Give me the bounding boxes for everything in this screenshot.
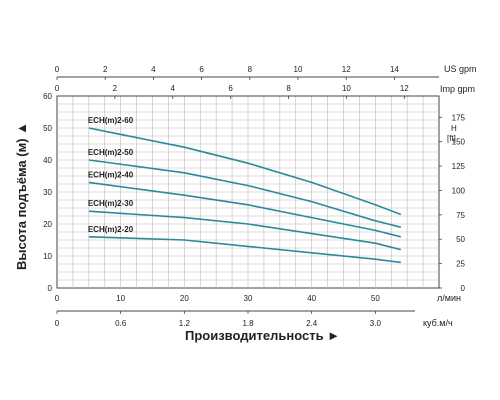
us-gpm-unit: US gpm bbox=[444, 64, 477, 74]
lmin-tick-label: 0 bbox=[55, 294, 60, 303]
series-label-5: ECH(m)2-20 bbox=[88, 225, 134, 234]
series-line-2 bbox=[88, 159, 401, 228]
imp-gpm-tick-label: 12 bbox=[400, 84, 409, 93]
x-axis-title: Производительность ► bbox=[185, 328, 340, 343]
m3h-tick-label: 2.4 bbox=[306, 319, 318, 328]
series-line-5 bbox=[88, 236, 401, 264]
y-tick-label: 40 bbox=[43, 156, 52, 165]
imp-gpm-unit: Imp gpm bbox=[440, 84, 475, 94]
h-ft-unit: [ft] bbox=[447, 134, 456, 143]
m3h-tick-label: 3.0 bbox=[370, 319, 382, 328]
us-gpm-tick-label: 4 bbox=[151, 65, 156, 74]
h-ft-tick-label: 75 bbox=[456, 211, 465, 220]
lmin-tick-label: 20 bbox=[180, 294, 189, 303]
y-tick-label: 20 bbox=[43, 220, 52, 229]
m3h-tick-label: 1.8 bbox=[242, 319, 254, 328]
h-ft-tick-label: 25 bbox=[456, 260, 465, 269]
imp-gpm-tick-label: 4 bbox=[171, 84, 176, 93]
series-line-4 bbox=[88, 210, 401, 251]
us-gpm-tick-label: 8 bbox=[248, 65, 253, 74]
y-tick-label: 30 bbox=[43, 188, 52, 197]
y-tick-label: 60 bbox=[43, 92, 52, 101]
y-tick-label: 0 bbox=[48, 284, 53, 293]
h-ft-tick-label: 150 bbox=[452, 138, 466, 147]
us-gpm-tick-label: 10 bbox=[294, 65, 303, 74]
h-ft-tick-label: 175 bbox=[452, 113, 466, 122]
y-axis-title: Высота подъёма (м) ▲ bbox=[14, 122, 29, 270]
imp-gpm-tick-label: 0 bbox=[55, 84, 60, 93]
grid bbox=[57, 96, 439, 288]
series-line-3 bbox=[88, 181, 401, 238]
h-ft-tick-label: 0 bbox=[461, 284, 466, 293]
us-gpm-tick-label: 14 bbox=[390, 65, 399, 74]
series-label-1: ECH(m)2-60 bbox=[88, 116, 134, 125]
lmin-tick-label: 40 bbox=[307, 294, 316, 303]
h-ft-tick-label: 100 bbox=[452, 186, 466, 195]
us-gpm-tick-label: 12 bbox=[342, 65, 351, 74]
lmin-tick-label: 10 bbox=[116, 294, 125, 303]
h-ft-tick-label: 50 bbox=[456, 235, 465, 244]
lmin-unit: л/мин bbox=[437, 293, 461, 303]
imp-gpm-tick-label: 10 bbox=[342, 84, 351, 93]
m3h-unit: куб.м/ч bbox=[423, 318, 453, 328]
series-label-2: ECH(m)2-50 bbox=[88, 148, 134, 157]
us-gpm-tick-label: 0 bbox=[55, 65, 60, 74]
y-tick-label: 50 bbox=[43, 124, 52, 133]
series-line-1 bbox=[88, 127, 402, 216]
lmin-tick-label: 50 bbox=[371, 294, 380, 303]
h-ft-label: H bbox=[451, 124, 457, 133]
series-label-4: ECH(m)2-30 bbox=[88, 199, 134, 208]
us-gpm-tick-label: 2 bbox=[103, 65, 108, 74]
y-tick-label: 10 bbox=[43, 252, 52, 261]
imp-gpm-tick-label: 2 bbox=[113, 84, 118, 93]
lmin-tick-label: 30 bbox=[244, 294, 253, 303]
m3h-tick-label: 1.2 bbox=[179, 319, 191, 328]
us-gpm-tick-label: 6 bbox=[199, 65, 204, 74]
m3h-tick-label: 0.6 bbox=[115, 319, 127, 328]
series-lines: ECH(m)2-60 ECH(m)2-50 ECH(m)2-40 ECH(m)2-30… bbox=[88, 116, 402, 264]
m3h-tick-label: 0 bbox=[55, 319, 60, 328]
series-label-3: ECH(m)2-40 bbox=[88, 170, 134, 179]
imp-gpm-tick-label: 6 bbox=[228, 84, 233, 93]
imp-gpm-tick-label: 8 bbox=[286, 84, 291, 93]
h-ft-tick-label: 125 bbox=[452, 162, 466, 171]
